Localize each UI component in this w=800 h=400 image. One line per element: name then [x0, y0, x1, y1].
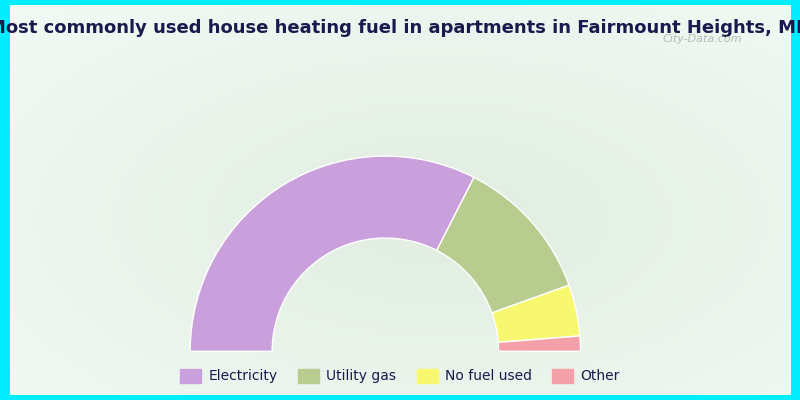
Wedge shape	[492, 285, 580, 342]
Wedge shape	[437, 177, 569, 313]
Legend: Electricity, Utility gas, No fuel used, Other: Electricity, Utility gas, No fuel used, …	[175, 363, 625, 389]
Text: City-Data.com: City-Data.com	[662, 34, 742, 44]
Wedge shape	[190, 156, 474, 351]
Wedge shape	[498, 336, 581, 351]
Text: Most commonly used house heating fuel in apartments in Fairmount Heights, MD: Most commonly used house heating fuel in…	[0, 20, 800, 38]
